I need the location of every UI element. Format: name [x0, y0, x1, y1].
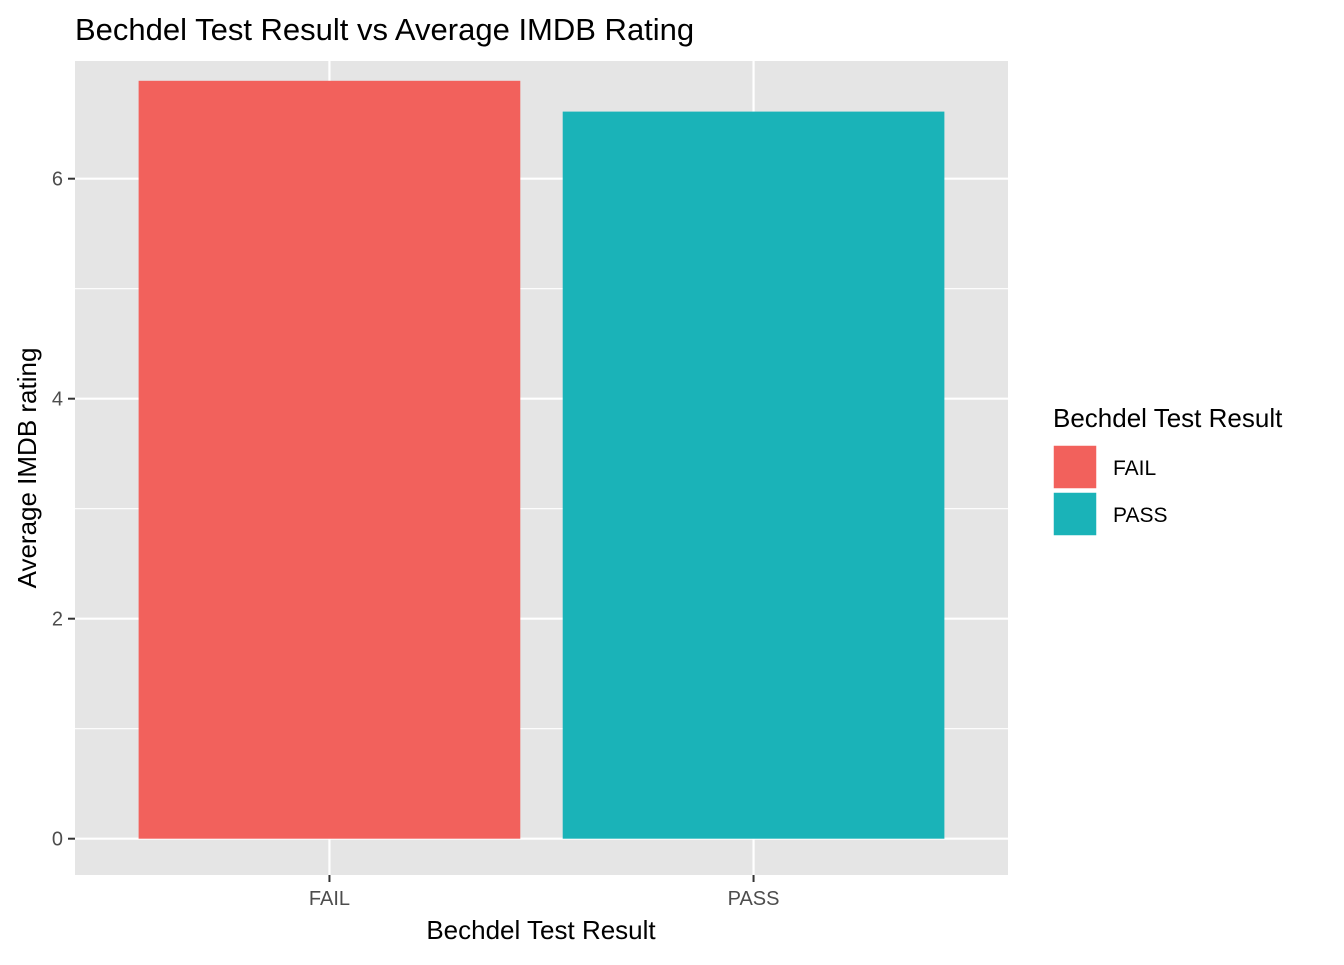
y-tick-label: 4: [52, 389, 63, 411]
x-tick-label: FAIL: [309, 888, 350, 910]
axes: 0 2 4 6 FAIL PASS: [52, 169, 780, 910]
legend-label-pass: PASS: [1113, 504, 1167, 527]
y-tick-label: 0: [52, 829, 63, 851]
bar-pass: [562, 111, 945, 839]
legend-key-fail: [1052, 444, 1098, 490]
y-tick-label: 6: [52, 169, 63, 191]
bars: [138, 80, 945, 839]
bar-fail: [138, 80, 521, 839]
legend-key-pass: [1052, 491, 1098, 537]
chart-title: Bechdel Test Result vs Average IMDB Rati…: [75, 12, 694, 47]
x-axis-title: Bechdel Test Result: [426, 915, 656, 945]
legend: Bechdel Test Result FAIL PASS: [1052, 403, 1283, 537]
y-axis-title: Average IMDB rating: [12, 348, 42, 589]
legend-label-fail: FAIL: [1113, 457, 1156, 480]
legend-title: Bechdel Test Result: [1053, 403, 1283, 433]
y-tick-label: 2: [52, 609, 63, 631]
x-tick-label: PASS: [728, 888, 780, 910]
